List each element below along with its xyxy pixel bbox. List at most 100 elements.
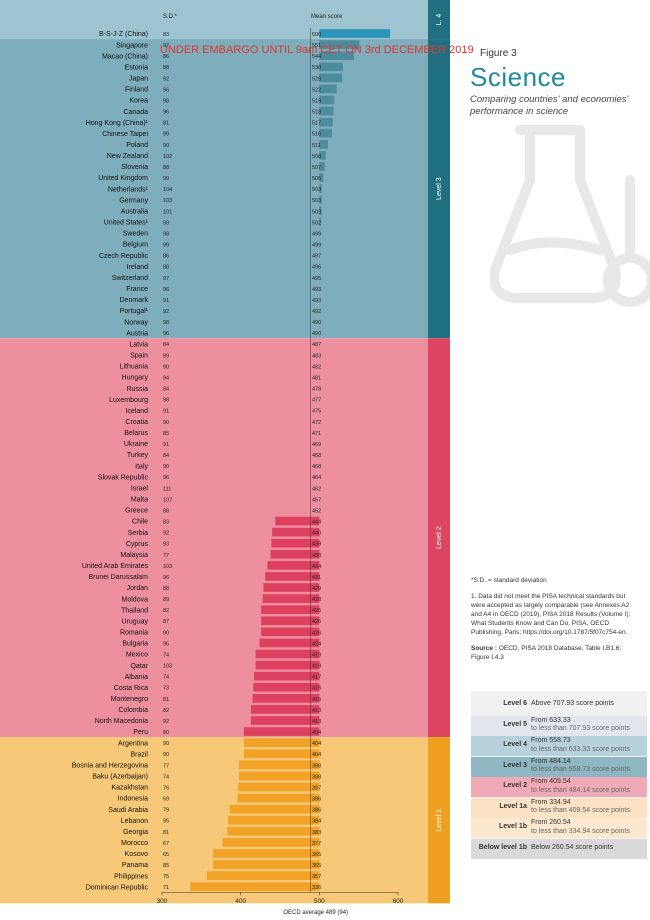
mean-value: 475	[312, 409, 321, 415]
bar	[319, 40, 360, 49]
mean-value: 495	[312, 276, 321, 282]
mean-value: 416	[312, 686, 321, 692]
proficiency-levels-legend: Level 6 Above 707.93 score points Level 5 F…	[471, 691, 647, 859]
country-label: Germany	[119, 197, 148, 204]
country-label: Singapore	[116, 42, 148, 49]
legend-level-range: From 633.33 to less than 707.93 score poi…	[531, 717, 646, 734]
legend-level-range: From 260.54 to less than 334.94 score poi…	[531, 819, 646, 836]
mean-value: 398	[312, 774, 321, 780]
sd-value: 79	[163, 808, 169, 814]
sd-value: 89	[163, 353, 169, 359]
sd-value: 97	[163, 43, 169, 49]
bar	[255, 660, 320, 670]
bar	[319, 128, 332, 138]
sd-value: 93	[163, 542, 169, 548]
country-label: Morocco	[121, 840, 148, 847]
mean-value: 396	[312, 797, 321, 803]
legend-range-to: to less than 334.94 score points	[531, 827, 630, 835]
mean-value: 444	[312, 520, 321, 526]
legend-level-name: Level 6	[503, 700, 527, 707]
country-label: Korea	[129, 98, 148, 105]
country-label: Bosnia and Herzegovina	[72, 762, 148, 769]
sd-value: 84	[163, 453, 169, 459]
x-tick-label: 300	[157, 898, 168, 905]
mean-value: 462	[312, 486, 321, 492]
legend-range-from: From 409.54	[531, 778, 571, 785]
sd-value: 98	[163, 231, 169, 237]
sd-note: *S.D. = standard deviation	[471, 577, 547, 584]
mean-value: 490	[312, 320, 321, 326]
bar	[252, 694, 320, 703]
page-subtitle: Comparing countries' and economies' perf…	[470, 94, 629, 117]
bar	[239, 771, 320, 781]
sd-value: 65	[163, 852, 169, 858]
mean-value: 404	[312, 752, 321, 758]
country-label: Jordan	[127, 585, 149, 592]
mean-header: Mean score	[311, 14, 343, 20]
mean-value: 490	[312, 331, 321, 337]
mean-value: 478	[312, 387, 321, 393]
country-label: North Macedonia	[95, 718, 148, 725]
legend-range-from: From 334.94	[531, 798, 571, 806]
legend-level-range: From 558.73 to less than 633.33 score poi…	[531, 737, 646, 754]
mean-value: 499	[312, 231, 321, 237]
bar	[243, 749, 320, 759]
source-text: OECD, PISA 2018 Database, Table I.B1.6; …	[471, 645, 622, 661]
mean-value: 505	[312, 176, 321, 182]
country-label: Hungary	[122, 375, 149, 382]
sd-value: 92	[163, 719, 169, 725]
legend-row: Level 4 From 558.73 to less than 633.33 sc…	[471, 736, 647, 756]
country-label: Kosovo	[125, 851, 148, 858]
x-axis-title: OECD average 489 (94)	[283, 910, 348, 916]
legend-level-range: Above 707.93 score points	[531, 700, 614, 707]
mean-value: 499	[312, 243, 321, 249]
country-label: New Zealand	[107, 153, 148, 160]
bar	[261, 627, 320, 637]
legend-range-from: From 633.33	[531, 716, 571, 724]
sd-value: 92	[163, 309, 169, 315]
bar	[239, 760, 320, 770]
country-label: United Arab Emirates	[82, 563, 149, 570]
sd-value: 74	[163, 675, 169, 681]
mean-value: 365	[312, 852, 321, 858]
source-label: Source :	[471, 645, 498, 652]
country-label: Netherlands¹	[108, 186, 149, 193]
bar	[319, 217, 321, 227]
bar	[319, 73, 343, 83]
country-label: Costa Rica	[114, 685, 148, 692]
country-label: Canada	[123, 109, 148, 116]
country-label: Albania	[125, 674, 148, 681]
bar	[319, 51, 354, 61]
legend-range-to: to less than 484.14 score points	[531, 786, 630, 794]
country-label: Moldova	[122, 596, 149, 603]
country-label: France	[126, 286, 148, 293]
country-label: Iceland	[125, 408, 148, 415]
sd-value: 81	[163, 830, 169, 836]
legend-range-to: to less than 409.54 score points	[531, 807, 630, 814]
sd-value: 99	[163, 132, 169, 138]
country-label: Panama	[122, 862, 148, 869]
country-label: Brunei Darussalam	[88, 574, 148, 581]
bar	[190, 882, 320, 892]
mean-value: 516	[312, 132, 321, 138]
mean-value: 426	[312, 619, 321, 625]
sd-value: 88	[163, 165, 169, 171]
bar	[319, 184, 322, 193]
country-label: Denmark	[120, 297, 149, 304]
bar	[319, 173, 324, 182]
bar	[238, 782, 320, 792]
sd-value: 67	[163, 841, 169, 847]
country-label: Latvia	[129, 341, 148, 348]
sd-value: 75	[163, 874, 169, 880]
country-label: Uruguay	[122, 618, 149, 625]
sd-value: 102	[163, 154, 172, 160]
sd-value: 90	[163, 143, 169, 149]
sd-value: 96	[163, 87, 169, 93]
band-strip	[428, 39, 450, 339]
mean-value: 487	[312, 342, 321, 348]
band-label: Level 3	[436, 177, 443, 200]
sd-value: 90	[163, 464, 169, 470]
country-label: Malaysia	[120, 552, 148, 559]
sd-value: 92	[163, 531, 169, 537]
country-label: Colombia	[118, 707, 148, 714]
